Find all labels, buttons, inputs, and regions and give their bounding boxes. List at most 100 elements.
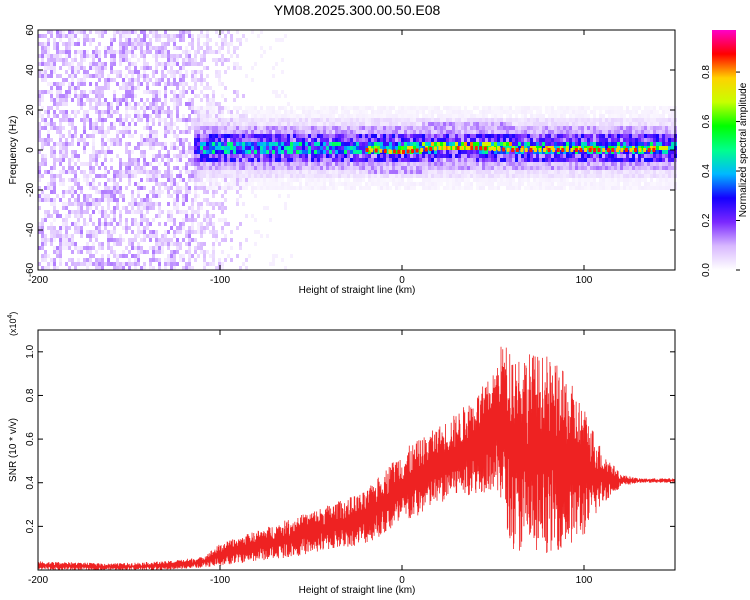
spectrogram-cell <box>47 38 50 42</box>
spectrogram-cell <box>83 198 86 202</box>
spectrogram-cell <box>188 50 191 54</box>
spectrogram-cell <box>533 158 536 162</box>
spectrogram-cell <box>56 114 59 118</box>
spectrogram-cell <box>74 170 77 174</box>
spectrogram-cell <box>152 206 155 210</box>
spectrogram-cell <box>332 134 335 138</box>
spectrogram-cell <box>506 154 509 158</box>
spectrogram-cell <box>134 162 137 166</box>
spectrogram-cell <box>119 70 122 74</box>
spectrogram-cell <box>356 150 359 154</box>
spectrogram-cell <box>314 170 317 174</box>
spectrogram-cell <box>59 246 62 250</box>
spectrogram-cell <box>296 134 299 138</box>
spectrogram-cell <box>101 174 104 178</box>
spectrogram-cell <box>71 150 74 154</box>
spectrogram-cell <box>470 126 473 130</box>
spectrogram-cell <box>191 78 194 82</box>
spectrogram-cell <box>368 122 371 126</box>
spectrogram-cell <box>548 118 551 122</box>
spectrogram-cell <box>89 118 92 122</box>
spectrogram-cell <box>326 186 329 190</box>
spectrogram-cell <box>512 130 515 134</box>
spectrogram-cell <box>308 178 311 182</box>
spectrogram-cell <box>56 90 59 94</box>
spectrogram-cell <box>200 182 203 186</box>
spectrogram-cell <box>530 142 533 146</box>
spectrogram-cell <box>203 226 206 230</box>
spectrogram-cell <box>182 258 185 262</box>
spectrogram-cell <box>56 214 59 218</box>
spectrogram-cell <box>599 158 602 162</box>
spectrogram-cell <box>398 142 401 146</box>
spectrogram-cell <box>242 174 245 178</box>
spectrogram-cell <box>437 158 440 162</box>
spectrogram-cell <box>533 186 536 190</box>
spectrogram-cell <box>89 98 92 102</box>
spectrogram-cell <box>491 150 494 154</box>
spectrogram-cell <box>56 210 59 214</box>
spectrogram-cell <box>269 134 272 138</box>
spectrogram-cell <box>137 194 140 198</box>
spectrogram-cell <box>281 150 284 154</box>
spectrogram-cell <box>158 262 161 266</box>
spectrogram-cell <box>167 218 170 222</box>
spectrogram-cell <box>341 138 344 142</box>
spectrogram-cell <box>263 114 266 118</box>
spectrogram-cell <box>95 54 98 58</box>
spectrogram-cell <box>98 66 101 70</box>
spectrogram-cell <box>74 150 77 154</box>
spectrogram-cell <box>71 186 74 190</box>
spectrogram-cell <box>203 266 206 270</box>
spectrogram-cell <box>386 186 389 190</box>
spectrogram-cell <box>224 206 227 210</box>
spectrogram-cell <box>329 118 332 122</box>
spectrogram-cell <box>113 218 116 222</box>
spectrogram-cell <box>206 210 209 214</box>
spectrogram-cell <box>569 138 572 142</box>
spectrogram-cell <box>575 186 578 190</box>
spectrogram-cell <box>605 170 608 174</box>
spectrogram-cell <box>197 226 200 230</box>
spectrogram-cell <box>161 78 164 82</box>
spectrogram-cell <box>500 142 503 146</box>
spectrogram-cell <box>86 258 89 262</box>
spectrogram-cell <box>203 142 206 146</box>
spectrogram-cell <box>59 214 62 218</box>
spectrogram-cell <box>227 106 230 110</box>
spectrogram-cell <box>161 66 164 70</box>
spectrogram-cell <box>209 202 212 206</box>
spectrogram-cell <box>410 186 413 190</box>
spectrogram-cell <box>53 258 56 262</box>
spectrogram-cell <box>128 134 131 138</box>
spectrogram-cell <box>302 158 305 162</box>
spectrogram-cell <box>53 178 56 182</box>
spectrogram-cell <box>92 126 95 130</box>
spectrogram-cell <box>167 126 170 130</box>
spectrogram-cell <box>218 170 221 174</box>
spectrogram-cell <box>578 138 581 142</box>
spectrogram-cell <box>575 170 578 174</box>
spectrogram-cell <box>170 114 173 118</box>
spectrogram-cell <box>515 126 518 130</box>
spectrogram-cell <box>422 166 425 170</box>
spectrogram-cell <box>407 170 410 174</box>
spectrogram-cell <box>302 110 305 114</box>
spectrogram-cell <box>299 138 302 142</box>
spectrogram-cell <box>251 178 254 182</box>
spectrogram-cell <box>506 118 509 122</box>
spectrogram-cell <box>131 158 134 162</box>
spectrogram-cell <box>431 178 434 182</box>
spectrogram-cell <box>326 114 329 118</box>
spectrogram-cell <box>173 182 176 186</box>
spectrogram-cell <box>44 266 47 270</box>
spectrogram-cell <box>311 154 314 158</box>
spectrogram-cell <box>377 186 380 190</box>
spectrogram-cell <box>575 138 578 142</box>
spectrogram-cell <box>89 262 92 266</box>
spectrogram-cell <box>215 238 218 242</box>
spectrogram-cell <box>554 118 557 122</box>
spectrogram-cell <box>239 134 242 138</box>
spectrogram-cell <box>218 58 221 62</box>
spectrogram-cell <box>371 174 374 178</box>
